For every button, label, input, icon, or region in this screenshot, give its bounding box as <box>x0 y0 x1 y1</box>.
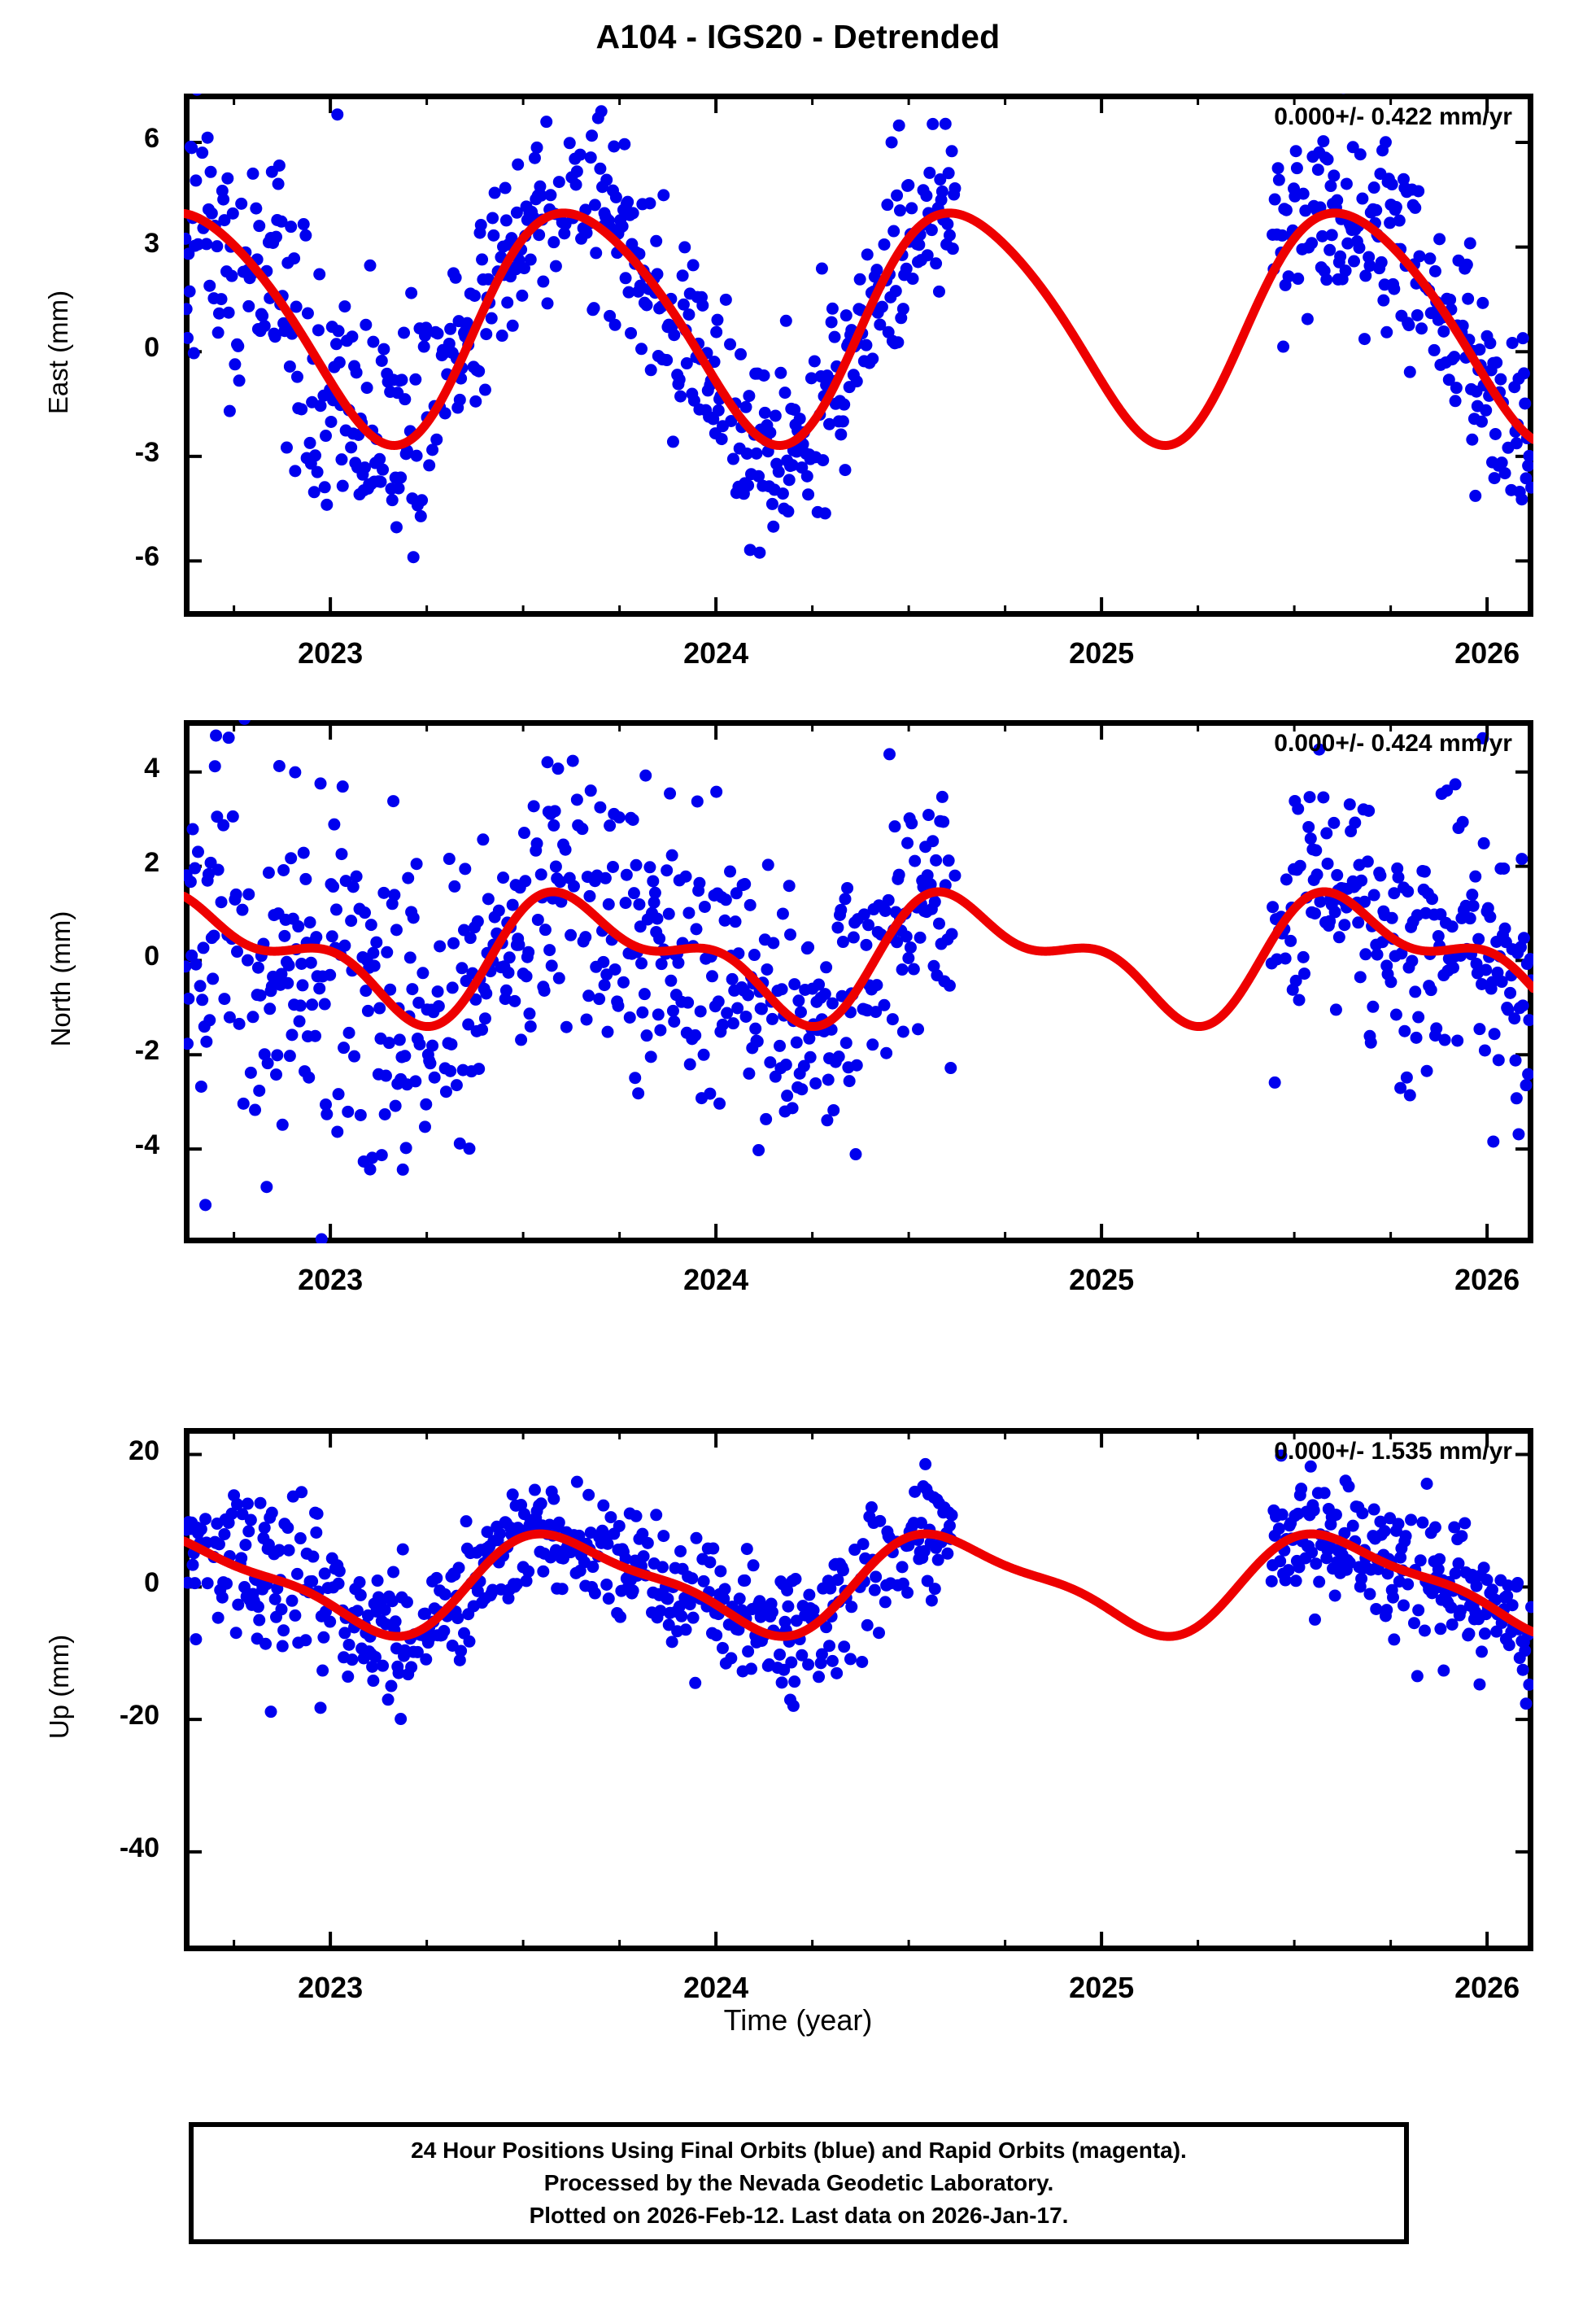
rate-annotation-east: 0.000+/- 0.422 mm/yr <box>1274 103 1512 130</box>
x-tick-east-3: 2026 <box>1454 636 1520 670</box>
x-tick-north-1: 2024 <box>683 1263 749 1296</box>
rate-annotation-up: 0.000+/- 1.535 mm/yr <box>1274 1438 1512 1465</box>
panel-east: 0.000+/- 0.422 mm/yr <box>184 94 1533 617</box>
x-tick-up-2: 2025 <box>1069 1971 1135 2004</box>
y-tick-north-0: 4 <box>144 752 159 784</box>
panel-east-canvas <box>184 94 1533 617</box>
x-tick-up-1: 2024 <box>683 1971 749 2004</box>
x-tick-up-0: 2023 <box>298 1971 364 2004</box>
y-axis-label-up: Up (mm) <box>44 1634 74 1740</box>
panel-north: 0.000+/- 0.424 mm/yr <box>184 720 1533 1243</box>
y-tick-up-3: -40 <box>119 1832 159 1863</box>
tick-marks-up <box>184 1428 1533 1951</box>
y-tick-north-4: -4 <box>134 1129 159 1161</box>
x-tick-north-0: 2023 <box>298 1263 364 1296</box>
caption-line-2: Processed by the Nevada Geodetic Laborat… <box>543 2170 1054 2196</box>
y-tick-east-1: 3 <box>144 227 159 259</box>
panel-north-canvas <box>184 720 1533 1243</box>
caption-box: 24 Hour Positions Using Final Orbits (bl… <box>189 2122 1409 2244</box>
caption-line-3: Plotted on 2026-Feb-12. Last data on 202… <box>529 2202 1069 2228</box>
y-tick-east-0: 6 <box>144 123 159 154</box>
x-tick-east-1: 2024 <box>683 636 749 670</box>
y-tick-up-1: 0 <box>144 1567 159 1599</box>
y-tick-up-2: -20 <box>119 1700 159 1732</box>
model-curve-up <box>184 1529 1533 1641</box>
y-tick-east-4: -6 <box>134 541 159 573</box>
rate-annotation-north: 0.000+/- 0.424 mm/yr <box>1274 730 1512 757</box>
x-axis-label: Time (year) <box>723 2003 873 2037</box>
model-curve-north <box>184 887 1533 1032</box>
x-tick-north-2: 2025 <box>1069 1263 1135 1296</box>
panel-up: 0.000+/- 1.535 mm/yr <box>184 1428 1533 1951</box>
y-tick-east-2: 0 <box>144 332 159 364</box>
y-tick-north-1: 2 <box>144 846 159 878</box>
panel-up-canvas <box>184 1428 1533 1951</box>
caption-line-1: 24 Hour Positions Using Final Orbits (bl… <box>411 2138 1187 2164</box>
x-tick-east-2: 2025 <box>1069 636 1135 670</box>
tick-marks-east <box>184 94 1533 617</box>
page-title: A104 - IGS20 - Detrended <box>595 18 1001 55</box>
y-tick-up-0: 20 <box>129 1435 159 1466</box>
x-tick-east-0: 2023 <box>298 636 364 670</box>
x-tick-north-3: 2026 <box>1454 1263 1520 1296</box>
model-curve-east <box>184 208 1533 450</box>
y-tick-north-2: 0 <box>144 941 159 972</box>
data-points-up <box>184 1449 1533 1726</box>
y-tick-north-3: -2 <box>134 1035 159 1067</box>
x-tick-up-3: 2026 <box>1454 1971 1520 2004</box>
panel-east-frame <box>184 94 1533 617</box>
y-tick-east-3: -3 <box>134 436 159 468</box>
